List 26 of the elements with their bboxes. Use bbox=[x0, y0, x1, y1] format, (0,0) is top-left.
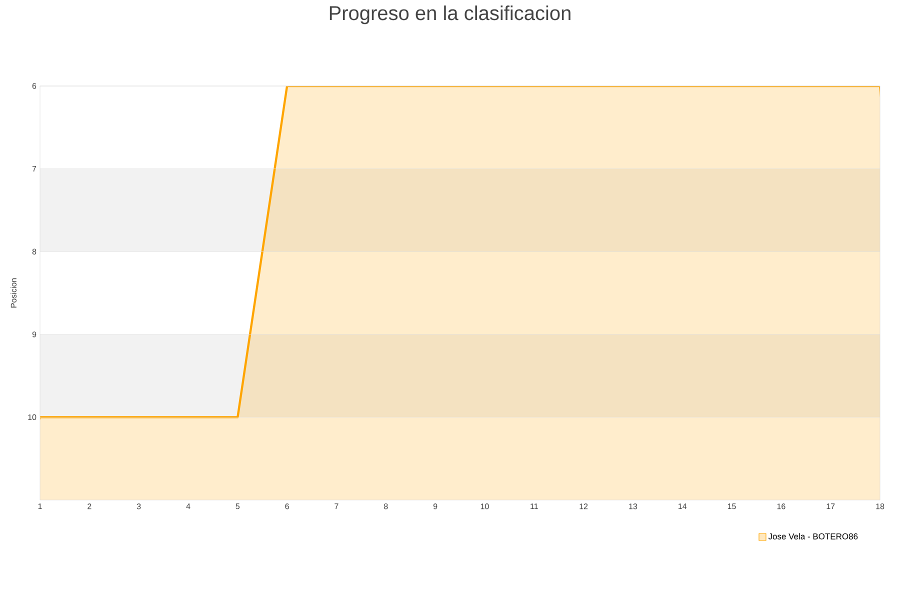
x-tick-label: 6 bbox=[285, 504, 289, 510]
x-tick-label: 12 bbox=[580, 504, 588, 510]
x-tick-label: 16 bbox=[777, 504, 786, 510]
y-tick-label: 9 bbox=[32, 332, 36, 338]
x-tick-label: 17 bbox=[826, 504, 835, 510]
x-tick-label: 7 bbox=[334, 504, 338, 510]
y-tick-label: 10 bbox=[28, 414, 36, 420]
x-tick-label: 9 bbox=[433, 504, 438, 510]
x-tick-label: 14 bbox=[678, 504, 687, 510]
y-tick-label: 6 bbox=[32, 83, 36, 89]
chart-title: Progreso en la clasificacion bbox=[330, 6, 570, 24]
x-tick-label: 2 bbox=[88, 504, 92, 510]
x-tick-label: 3 bbox=[136, 504, 141, 510]
y-tick-label: 8 bbox=[32, 248, 36, 254]
x-tick-label: 10 bbox=[480, 504, 489, 510]
legend-label: Jose Vela - BOTERO86 bbox=[768, 533, 858, 540]
x-tick-label: 1 bbox=[38, 504, 42, 510]
x-tick-label: 8 bbox=[384, 504, 388, 510]
y-axis-title: Posicion bbox=[10, 278, 16, 308]
x-tick-label: 18 bbox=[876, 504, 884, 510]
x-tick-label: 4 bbox=[186, 504, 190, 510]
x-tick-label: 15 bbox=[728, 504, 736, 510]
x-tick-label: 13 bbox=[629, 504, 638, 510]
x-tick-label: 11 bbox=[530, 504, 538, 510]
y-tick-label: 7 bbox=[32, 166, 36, 172]
x-tick-label: 5 bbox=[236, 504, 240, 510]
